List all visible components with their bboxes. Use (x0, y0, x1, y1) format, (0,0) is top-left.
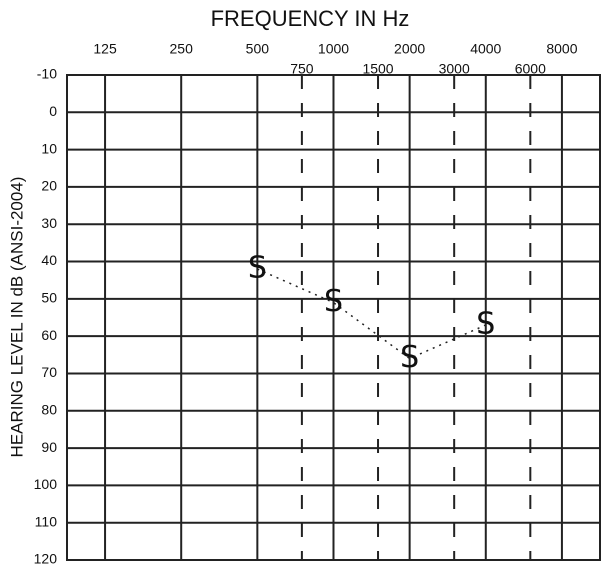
x-tick-label: 8000 (546, 41, 577, 57)
y-tick-label: 10 (41, 140, 57, 156)
y-tick-label: 20 (41, 178, 57, 194)
connector (257, 268, 487, 360)
y-tick-label: 120 (34, 551, 58, 567)
x-tick-label: 125 (93, 41, 117, 57)
y-tick-label: 100 (34, 476, 58, 492)
y-tick-label: 110 (35, 513, 58, 529)
chart-title: FREQUENCY IN Hz (211, 6, 410, 31)
symbol-marker: S (476, 306, 495, 341)
x-tick-label: 750 (290, 61, 314, 77)
y-tick-label: 80 (41, 401, 57, 417)
x-tick-label: 4000 (470, 41, 501, 57)
y-tick-label: 90 (41, 439, 57, 455)
symbol-marker: S (400, 340, 419, 375)
symbol-marker: S (324, 284, 343, 319)
x-tick-label: 1000 (318, 41, 349, 57)
x-tick-label: 6000 (515, 61, 546, 77)
x-tick-label: 1500 (362, 61, 393, 77)
x-tick-label: 3000 (439, 61, 470, 77)
symbol-marker: S (248, 251, 267, 286)
y-axis-label: HEARING LEVEL IN dB (ANSI-2004) (7, 177, 26, 458)
x-tick-label: 500 (246, 41, 270, 57)
x-tick-label: 250 (170, 41, 194, 57)
y-tick-label: 70 (41, 364, 57, 380)
y-tick-label: 30 (41, 215, 57, 231)
y-tick-label: 40 (41, 252, 57, 268)
x-tick-label: 2000 (394, 41, 425, 57)
y-tick-label: 60 (41, 327, 57, 343)
y-tick-label: 50 (41, 290, 57, 306)
y-tick-label: -10 (37, 66, 57, 82)
y-tick-label: 0 (49, 103, 57, 119)
